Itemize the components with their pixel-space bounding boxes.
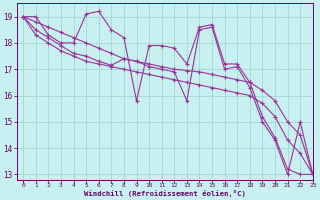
X-axis label: Windchill (Refroidissement éolien,°C): Windchill (Refroidissement éolien,°C) — [84, 190, 246, 197]
